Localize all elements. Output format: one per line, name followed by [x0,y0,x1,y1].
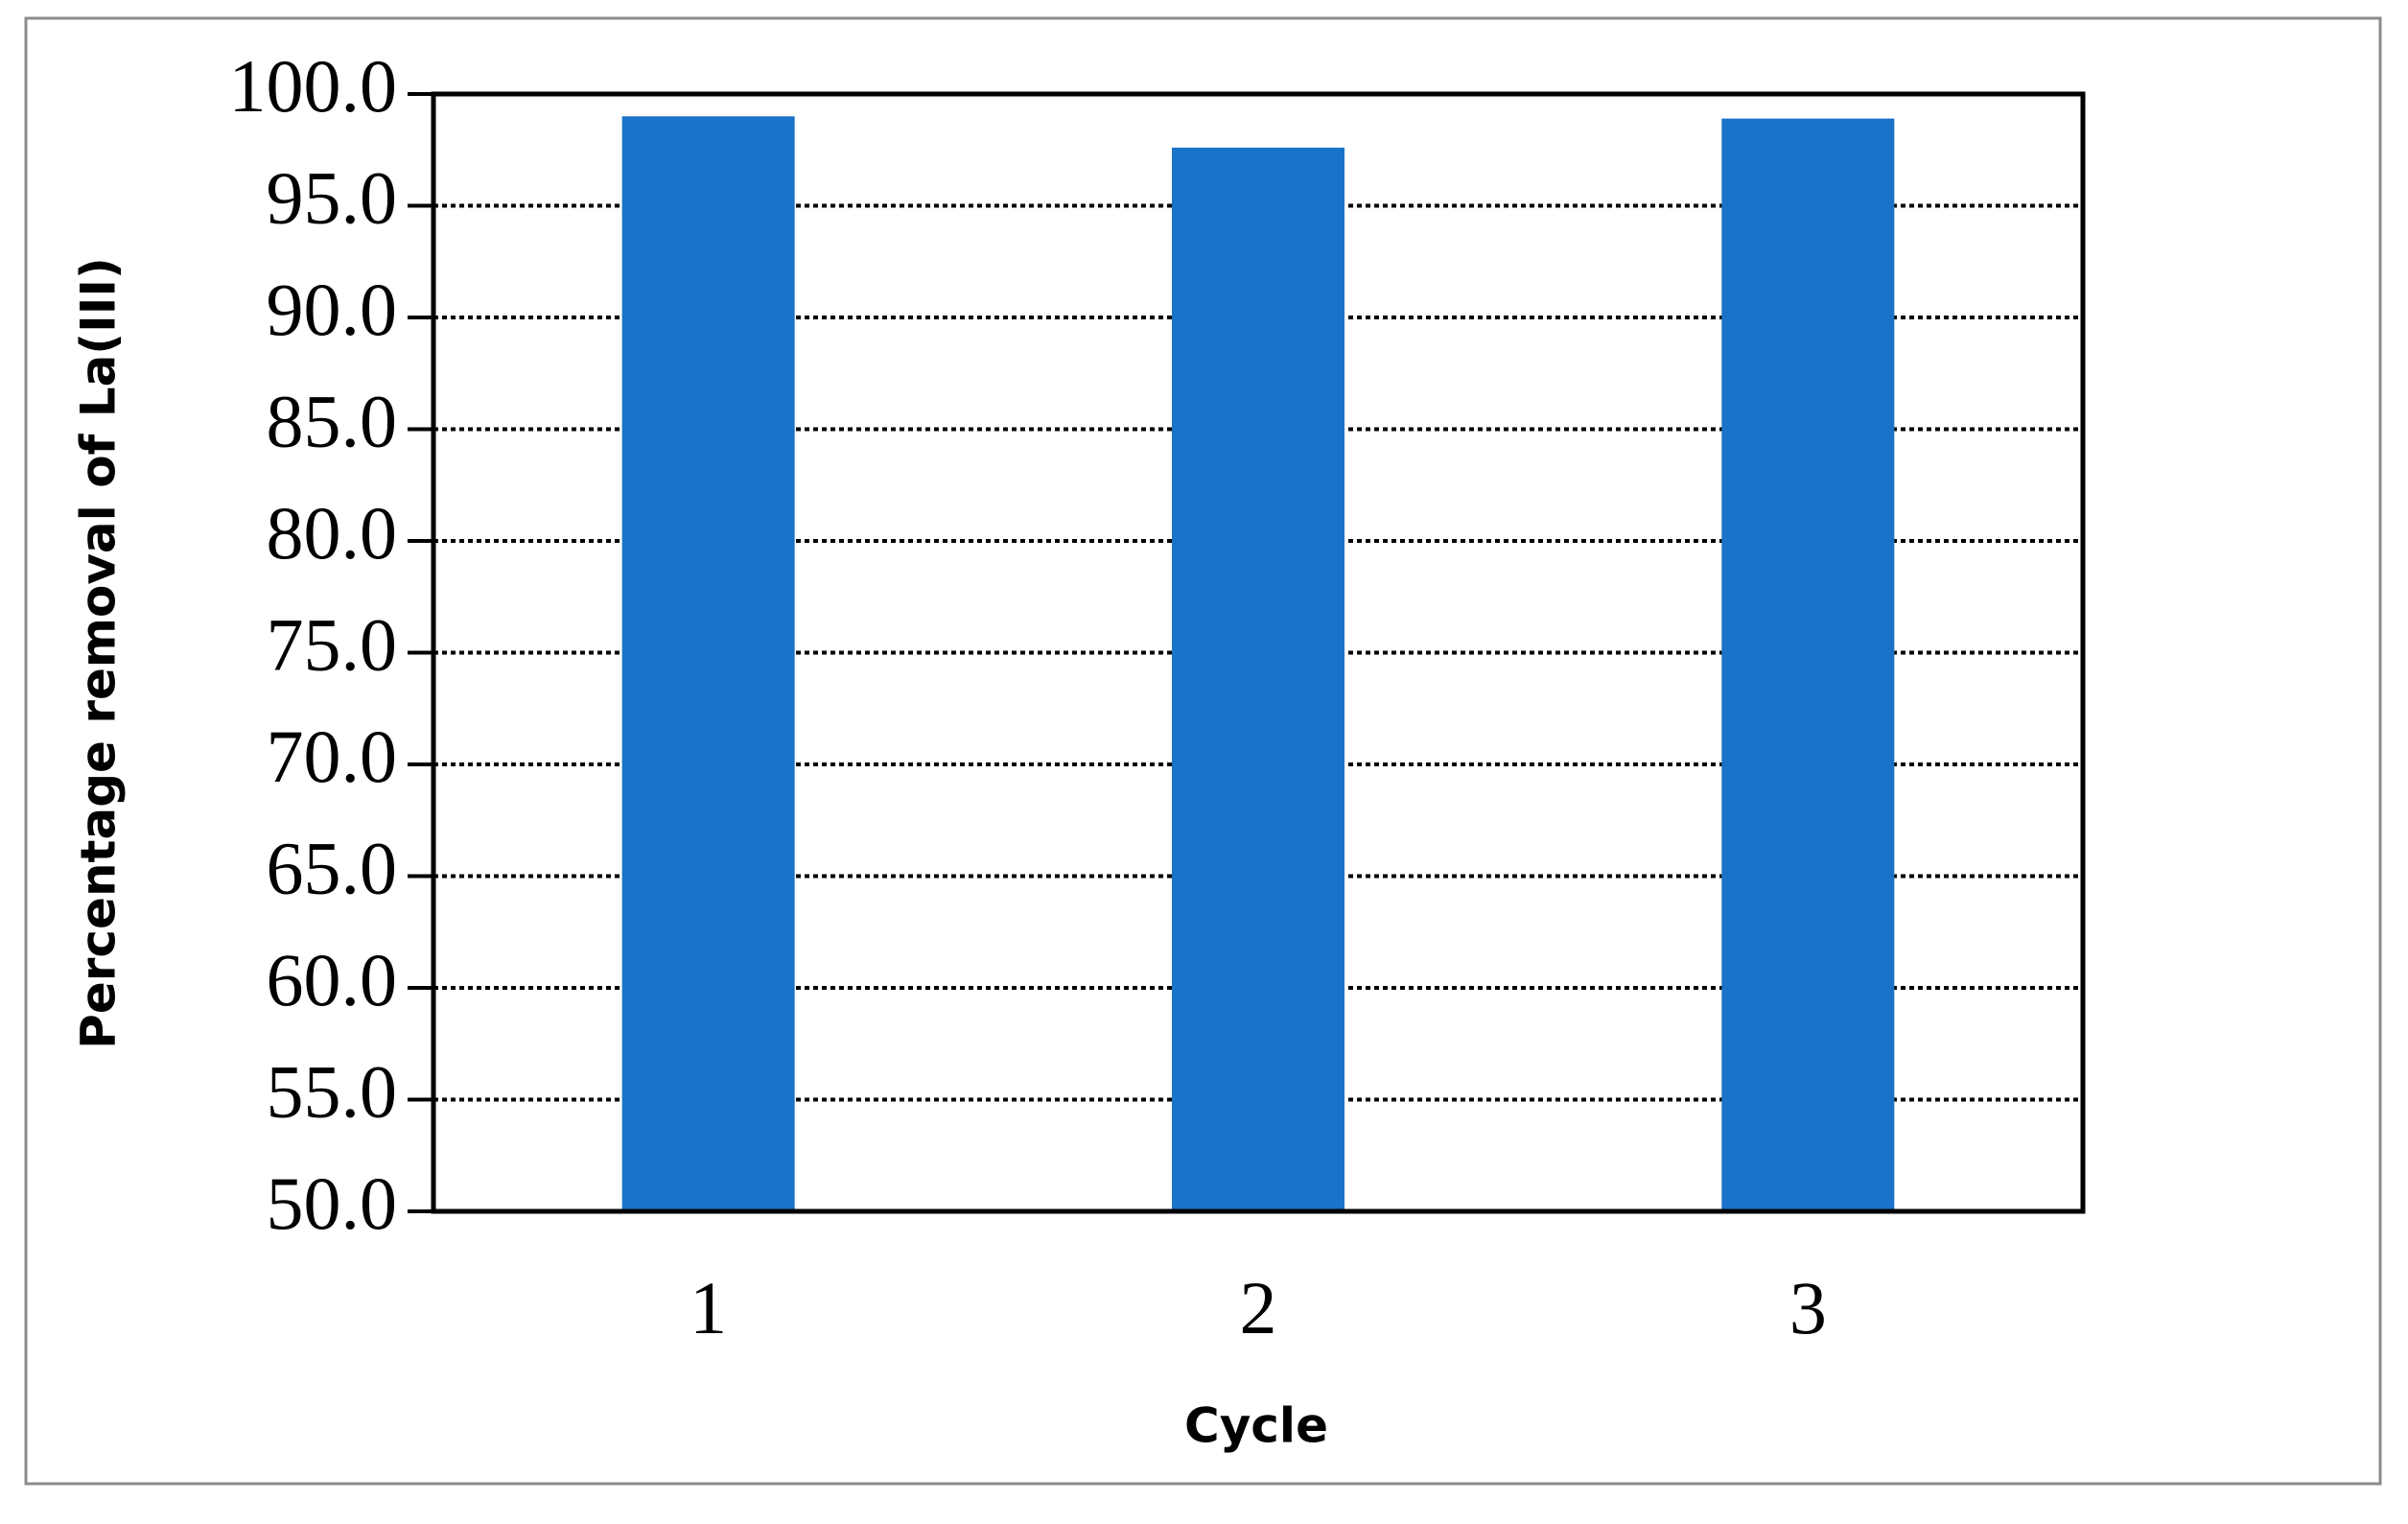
x-tick-label: 2 [1240,1266,1277,1349]
y-tick-label: 80.0 [267,491,398,574]
y-tick-label: 70.0 [267,715,398,798]
x-tick-label: 1 [690,1266,727,1349]
y-tick-label: 90.0 [267,268,398,351]
y-tick-label: 60.0 [267,938,398,1021]
y-tick-label: 95.0 [267,155,398,239]
y-tick-label: 50.0 [267,1161,398,1245]
y-axis-label: Percentage removal of La(III) [71,257,127,1049]
y-tick-label: 65.0 [267,826,398,909]
y-tick-label: 55.0 [267,1049,398,1133]
plot-frame [431,91,2086,1214]
y-tick-label: 100.0 [229,44,398,128]
bar [621,116,795,1211]
x-axis-label: Cycle [1184,1398,1328,1454]
bar [1721,118,1895,1211]
y-tick-label: 75.0 [267,602,398,686]
bar [1171,147,1345,1211]
y-tick-label: 85.0 [267,379,398,462]
x-tick-label: 3 [1789,1266,1827,1349]
